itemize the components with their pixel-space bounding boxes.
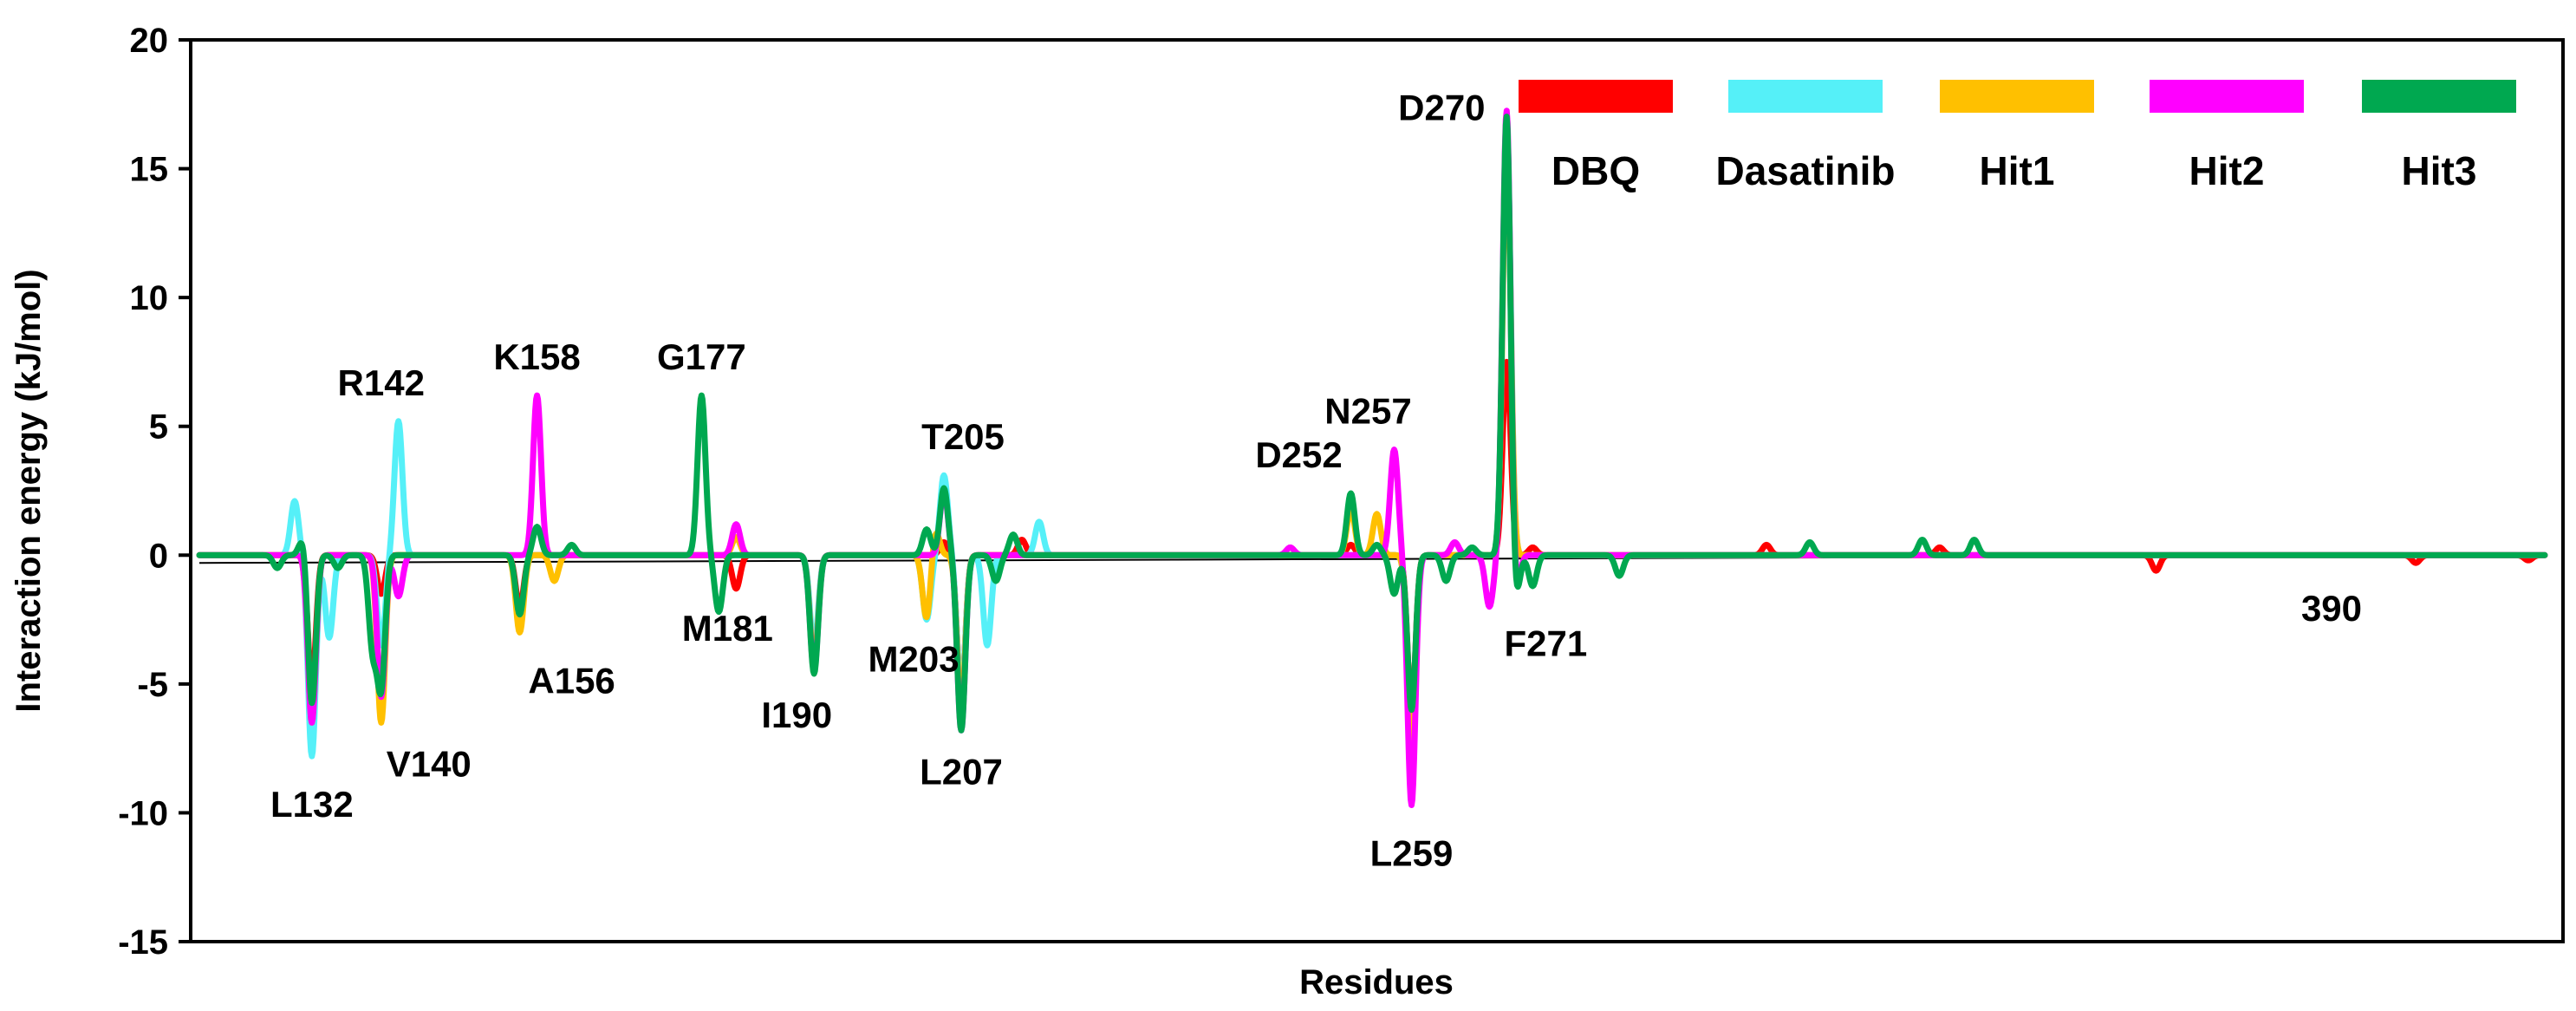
y-tick-label: 0 xyxy=(149,537,168,575)
annotation-v140: V140 xyxy=(387,743,472,784)
annotation-l132: L132 xyxy=(270,784,354,825)
annotation-g177: G177 xyxy=(657,336,746,377)
series-lines xyxy=(196,108,2548,808)
y-axis-title: Interaction energy (kJ/mol) xyxy=(10,269,48,712)
series-line-hit1 xyxy=(196,140,2548,752)
legend-label-hit3: Hit3 xyxy=(2402,148,2477,193)
y-tick-label: 5 xyxy=(149,408,168,447)
annotation-d252: D252 xyxy=(1255,434,1342,475)
annotation-i190: I190 xyxy=(761,695,832,735)
legend-swatch-hit2 xyxy=(2150,80,2304,113)
plot-area-border xyxy=(189,38,2565,943)
annotation-r142: R142 xyxy=(338,362,425,403)
legend-label-dbq: DBQ xyxy=(1551,148,1640,193)
annotation-f271: F271 xyxy=(1504,623,1587,664)
annotation-a156: A156 xyxy=(528,660,615,701)
annotation-m181: M181 xyxy=(682,608,773,649)
y-tick-label: 20 xyxy=(130,22,169,60)
residue-annotations: L132 V140 R142 A156 K158 G177 M181 I190 M203 T205… xyxy=(270,87,1587,873)
x-end-label: 390 xyxy=(2301,588,2362,629)
series-line-hit3 xyxy=(196,114,2548,734)
legend-label-hit2: Hit2 xyxy=(2189,148,2265,193)
y-tick-label: -5 xyxy=(137,666,168,704)
y-axis-ticks: 20 15 10 5 0 -5 -10 -15 xyxy=(118,22,191,962)
y-tick-label: 15 xyxy=(130,151,169,189)
x-axis-title: Residues xyxy=(1299,963,1454,1001)
annotation-l207: L207 xyxy=(920,751,1003,792)
legend-swatch-dbq xyxy=(1519,80,1673,113)
y-tick-label: -15 xyxy=(118,923,168,962)
annotation-l259: L259 xyxy=(1370,833,1454,874)
y-tick-label: -10 xyxy=(118,794,168,832)
annotation-k158: K158 xyxy=(493,336,580,377)
legend-swatch-hit3 xyxy=(2362,80,2516,113)
plot-frame xyxy=(189,38,2565,943)
legend-swatch-dasatinib xyxy=(1728,80,1883,113)
legend: DBQ Dasatinib Hit1 Hit2 Hit3 xyxy=(1519,80,2516,193)
annotation-t205: T205 xyxy=(921,416,1005,457)
legend-label-dasatinib: Dasatinib xyxy=(1715,148,1895,193)
annotation-m203: M203 xyxy=(868,639,959,680)
legend-swatch-hit1 xyxy=(1940,80,2094,113)
legend-label-hit1: Hit1 xyxy=(1980,148,2055,193)
annotation-d270: D270 xyxy=(1398,87,1485,127)
annotation-n257: N257 xyxy=(1324,390,1411,431)
y-tick-label: 10 xyxy=(130,279,169,317)
